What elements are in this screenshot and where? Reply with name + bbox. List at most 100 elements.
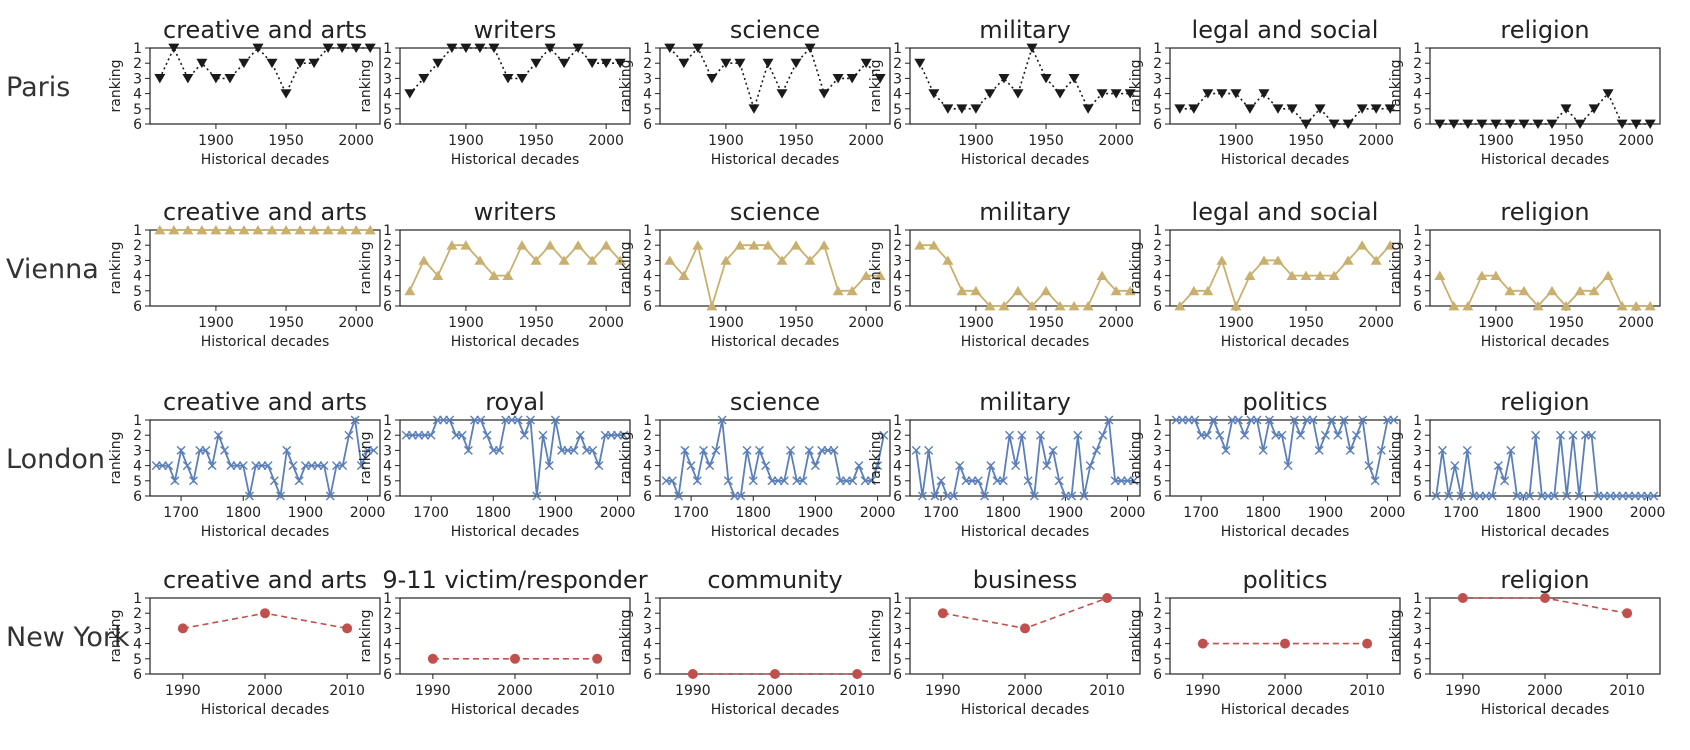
y-tick-label: 6 xyxy=(133,117,142,133)
data-point-marker xyxy=(1230,89,1242,99)
data-point-marker xyxy=(706,74,718,84)
data-point-marker xyxy=(761,461,771,471)
data-point-marker xyxy=(1602,270,1614,280)
data-point-marker xyxy=(914,240,926,250)
y-tick-label: 6 xyxy=(1153,299,1162,315)
y-tick-label: 3 xyxy=(1153,443,1162,459)
y-tick-label: 6 xyxy=(1413,299,1422,315)
data-point-marker xyxy=(544,43,556,53)
x-tick-label: 1900 xyxy=(538,505,574,521)
data-point-marker xyxy=(1546,119,1558,129)
data-point-marker xyxy=(1540,593,1550,603)
data-point-marker xyxy=(210,74,222,84)
x-tick-label: 1900 xyxy=(1048,505,1084,521)
x-tick-label: 2010 xyxy=(579,683,615,699)
y-tick-label: 1 xyxy=(1153,591,1162,607)
y-tick-label: 5 xyxy=(1153,652,1162,668)
marker-stroke xyxy=(829,445,839,455)
marker-stroke xyxy=(1444,491,1454,501)
y-tick-label: 4 xyxy=(133,269,142,285)
x-axis-label: Historical decades xyxy=(451,702,580,718)
marker-stroke xyxy=(1004,430,1014,440)
x-tick-label: 2000 xyxy=(1527,683,1563,699)
x-tick-label: 1900 xyxy=(1308,505,1344,521)
marker-stroke xyxy=(1073,430,1083,440)
y-tick-label: 1 xyxy=(383,413,392,429)
data-point-marker xyxy=(1029,491,1039,501)
marker-stroke xyxy=(350,415,360,425)
y-tick-label: 4 xyxy=(133,87,142,103)
y-tick-label: 4 xyxy=(893,637,902,653)
x-tick-label: 2000 xyxy=(1098,133,1134,149)
data-point-marker xyxy=(1012,89,1024,99)
x-axis-label: Historical decades xyxy=(1221,334,1350,350)
data-point-marker xyxy=(818,240,830,250)
data-point-marker xyxy=(770,669,780,679)
data-point-marker xyxy=(404,89,416,99)
marker-stroke xyxy=(754,445,764,455)
city-label: London xyxy=(6,444,105,475)
data-point-marker xyxy=(516,74,528,84)
marker-stroke xyxy=(1240,430,1250,440)
data-point-marker xyxy=(674,491,684,501)
x-axis-label: Historical decades xyxy=(451,152,580,168)
x-axis-label: Historical decades xyxy=(1481,152,1610,168)
data-point-marker xyxy=(879,430,889,440)
data-point-marker xyxy=(832,285,844,296)
marker-stroke xyxy=(717,415,727,425)
x-tick-label: 2000 xyxy=(1007,683,1043,699)
data-point-marker xyxy=(1104,415,1114,425)
plot-frame xyxy=(909,419,1141,497)
series-line xyxy=(669,46,881,112)
data-point-marker xyxy=(1549,491,1559,501)
data-point-marker xyxy=(164,461,174,471)
data-point-marker xyxy=(1048,445,1058,455)
data-point-marker xyxy=(1644,119,1656,129)
data-point-marker xyxy=(1358,415,1368,425)
data-point-marker xyxy=(244,491,254,501)
data-point-marker xyxy=(1574,285,1586,296)
panel-title: creative and arts xyxy=(163,566,367,594)
y-tick-label: 4 xyxy=(383,459,392,475)
marker-stroke xyxy=(742,445,752,455)
data-point-marker xyxy=(592,653,603,664)
data-point-marker xyxy=(544,461,554,471)
x-tick-label: 2000 xyxy=(588,133,624,149)
marker-stroke xyxy=(1264,415,1274,425)
data-point-marker xyxy=(344,430,354,440)
x-axis-label: Historical decades xyxy=(961,524,1090,540)
data-point-marker xyxy=(1085,461,1095,471)
y-axis-label: ranking xyxy=(1128,242,1144,295)
y-tick-label: 1 xyxy=(643,413,652,429)
data-point-marker xyxy=(1314,270,1326,280)
y-tick-label: 3 xyxy=(133,621,142,637)
data-point-marker xyxy=(446,240,458,250)
data-point-marker xyxy=(692,240,704,250)
data-point-marker xyxy=(350,225,362,235)
x-axis-label: Historical decades xyxy=(1481,334,1610,350)
y-tick-label: 5 xyxy=(1413,284,1422,300)
data-point-marker xyxy=(619,430,629,440)
y-tick-label: 1 xyxy=(893,41,902,57)
data-point-marker xyxy=(1091,445,1101,455)
x-tick-label: 2000 xyxy=(247,683,283,699)
y-tick-label: 2 xyxy=(1153,238,1162,254)
x-tick-label: 1990 xyxy=(675,683,711,699)
data-point-marker xyxy=(873,461,883,471)
data-point-marker xyxy=(1040,74,1052,84)
data-point-marker xyxy=(1384,240,1396,250)
y-tick-label: 2 xyxy=(643,238,652,254)
plot-frame xyxy=(1169,419,1401,497)
series-line xyxy=(156,416,374,500)
marker-stroke xyxy=(1587,430,1597,440)
data-point-marker xyxy=(282,445,292,455)
x-tick-label: 2010 xyxy=(1089,683,1125,699)
marker-stroke xyxy=(1376,445,1386,455)
series-line xyxy=(1435,434,1654,497)
series-line xyxy=(408,243,621,292)
x-tick-label: 1990 xyxy=(1185,683,1221,699)
marker-stroke xyxy=(810,461,820,471)
